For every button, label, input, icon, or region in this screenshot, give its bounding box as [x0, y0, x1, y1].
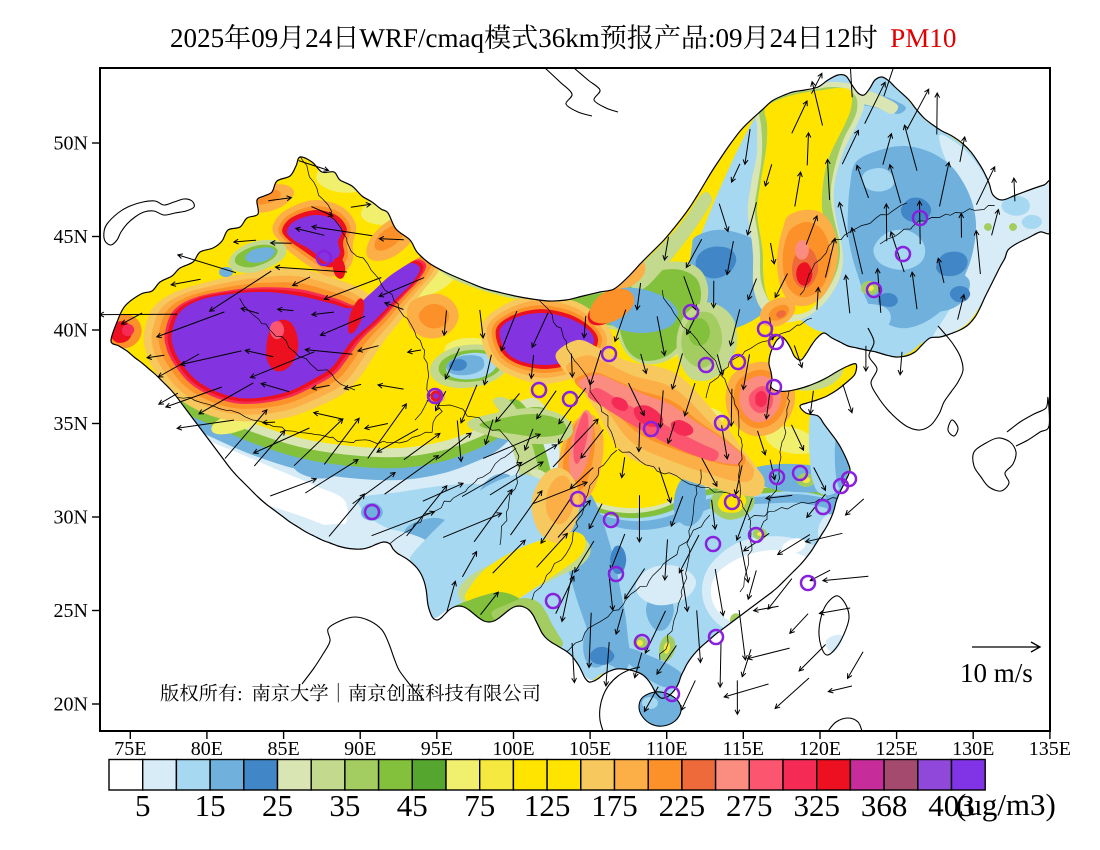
svg-text:403: 403	[928, 788, 975, 823]
svg-text:75: 75	[464, 788, 495, 823]
svg-text:130E: 130E	[952, 738, 994, 760]
svg-text:125E: 125E	[875, 738, 917, 760]
svg-text:(ug/m3): (ug/m3)	[956, 787, 1056, 822]
svg-text:35: 35	[329, 788, 360, 823]
svg-text:25: 25	[262, 788, 293, 823]
svg-text:325: 325	[793, 788, 840, 823]
svg-text:125: 125	[524, 788, 571, 823]
svg-text:225: 225	[659, 788, 706, 823]
svg-text:20N: 20N	[54, 694, 88, 716]
svg-text:35N: 35N	[54, 413, 88, 435]
svg-text:45: 45	[397, 788, 428, 823]
svg-text:75E: 75E	[114, 738, 146, 760]
svg-text:275: 275	[726, 788, 773, 823]
svg-text:50N: 50N	[54, 133, 88, 155]
svg-text:40N: 40N	[54, 320, 88, 342]
svg-text:175: 175	[591, 788, 638, 823]
svg-text:95E: 95E	[421, 738, 453, 760]
svg-text:45N: 45N	[54, 226, 88, 248]
svg-text:25N: 25N	[54, 600, 88, 622]
svg-text:30N: 30N	[54, 507, 88, 529]
svg-text:85E: 85E	[267, 738, 299, 760]
svg-text:120E: 120E	[799, 738, 841, 760]
svg-text:10 m/s: 10 m/s	[960, 658, 1033, 688]
svg-text:5: 5	[135, 788, 151, 823]
svg-text:80E: 80E	[191, 738, 223, 760]
svg-text:368: 368	[861, 788, 908, 823]
svg-text:90E: 90E	[344, 738, 376, 760]
svg-text:100E: 100E	[492, 738, 534, 760]
svg-text:135E: 135E	[1029, 738, 1071, 760]
svg-text:110E: 110E	[646, 738, 687, 760]
svg-text:15: 15	[195, 788, 226, 823]
svg-text:115E: 115E	[723, 738, 764, 760]
svg-text:105E: 105E	[569, 738, 611, 760]
